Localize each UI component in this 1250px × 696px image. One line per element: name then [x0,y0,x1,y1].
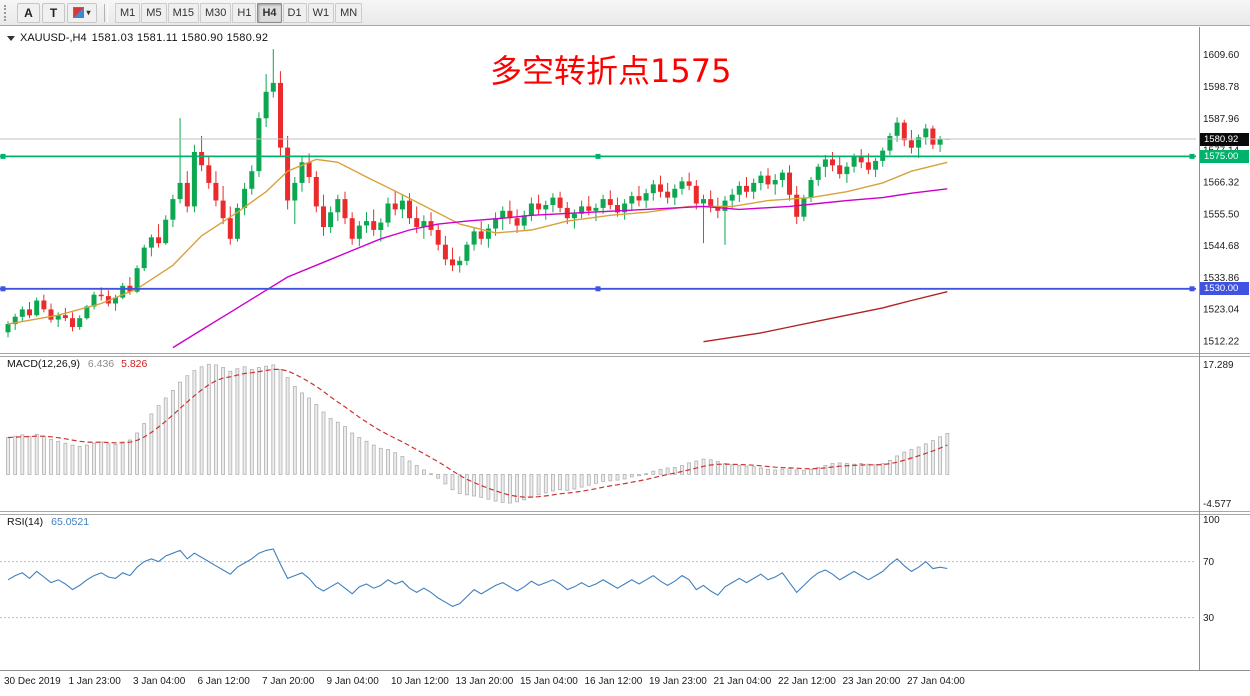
macd-signal-line [7,368,948,498]
time-axis-label: 23 Jan 20:00 [843,676,901,687]
ma-mid-line [172,188,948,349]
price-axis-label: 1523.04 [1203,305,1240,316]
text-tool-button[interactable]: A [17,2,40,23]
price-axis-label: 1544.68 [1203,241,1240,252]
toolbar: A T ▾ M1 M5 M15 M30 H1 H4 D1 W1 MN [0,0,1250,26]
timeframe-button-d1[interactable]: D1 [282,2,307,23]
symbol-dropdown-icon[interactable] [7,35,15,41]
crosshair-tool-button[interactable]: T [42,2,65,23]
toolbar-grip-handle[interactable] [4,4,11,21]
ohlc-values: 1581.03 1581.11 1580.90 1580.92 [91,32,269,44]
price-axis-label: 1512.22 [1203,337,1240,348]
timeframe-button-mn[interactable]: MN [335,2,363,23]
drawing-tool-icon [73,7,85,18]
ma-fast-line [7,158,948,325]
line-handle[interactable] [595,286,601,292]
line-handle[interactable] [0,286,6,292]
macd-signal-value: 5.826 [121,358,148,370]
macd-main-value: 6.436 [87,358,115,370]
time-axis-label: 15 Jan 04:00 [520,676,578,687]
time-axis-label: 13 Jan 20:00 [456,676,514,687]
time-axis-label: 10 Jan 12:00 [391,676,449,687]
time-axis-label: 6 Jan 12:00 [198,676,251,687]
macd-histogram [6,363,950,504]
current-price-tag: 1580.92 [1200,133,1249,146]
rsi-axis-label: 30 [1203,613,1215,624]
time-axis-label: 19 Jan 23:00 [649,676,707,687]
toolbar-separator [104,3,108,22]
macd-indicator-label: MACD(12,26,9) 6.436 5.826 [7,358,147,370]
rsi-indicator-label: RSI(14) 65.0521 [7,516,89,528]
rsi-value: 65.0521 [51,516,90,528]
time-axis-label: 9 Jan 04:00 [327,676,380,687]
time-axis-label: 27 Jan 04:00 [907,676,965,687]
timeframe-button-m15[interactable]: M15 [167,2,199,23]
price-axis-label: 1609.60 [1203,50,1240,61]
symbol-period-label: XAUUSD-,H4 [20,32,87,44]
timeframe-button-h1[interactable]: H1 [232,2,257,23]
rsi-label-name: RSI(14) [7,516,44,528]
rsi-line [7,548,948,608]
timeframe-button-m5[interactable]: M5 [141,2,167,23]
price-scale-area[interactable] [1200,27,1250,670]
ma-slow-line [703,291,948,343]
time-axis-label: 22 Jan 12:00 [778,676,836,687]
line-handle[interactable] [595,153,601,159]
candlestick-series [5,49,950,338]
timeframe-button-w1[interactable]: W1 [307,2,335,23]
time-axis-label: 1 Jan 23:00 [69,676,122,687]
macd-axis-label: 17.289 [1203,360,1234,371]
rsi-axis-label: 70 [1203,557,1215,568]
timeframe-button-m1[interactable]: M1 [115,2,141,23]
time-axis-label: 30 Dec 2019 [4,676,61,687]
line-handle[interactable] [1189,286,1195,292]
price-axis-label: 1598.78 [1203,82,1240,93]
price-axis-label: 1566.32 [1203,178,1240,189]
chevron-down-icon: ▾ [86,8,91,17]
price-axis-label: 1533.86 [1203,273,1240,284]
rsi-axis-label: 100 [1203,515,1220,526]
time-axis-label: 16 Jan 12:00 [585,676,643,687]
line-handle[interactable] [0,153,6,159]
timeframe-button-h4[interactable]: H4 [257,2,282,23]
chart-title: XAUUSD-,H4 1581.03 1581.11 1580.90 1580.… [7,32,268,44]
time-axis-label: 21 Jan 04:00 [714,676,772,687]
drawing-tools-dropdown-button[interactable]: ▾ [67,2,97,23]
resistance-price-tag[interactable]: 1575.00 [1200,150,1249,163]
annotation-text[interactable]: 多空转折点1575 [490,52,732,90]
macd-label-name: MACD(12,26,9) [7,358,80,370]
macd-axis-label: -4.577 [1203,499,1232,510]
time-axis-label: 7 Jan 20:00 [262,676,315,687]
line-handle[interactable] [1189,153,1195,159]
time-scale-area[interactable] [0,671,1250,696]
timeframe-button-m30[interactable]: M30 [199,2,232,23]
time-axis-label: 3 Jan 04:00 [133,676,186,687]
timeframe-button-group: M1 M5 M15 M30 H1 H4 D1 W1 MN [115,2,363,23]
support-price-tag[interactable]: 1530.00 [1200,282,1249,295]
price-axis-label: 1555.50 [1203,209,1240,220]
price-axis-label: 1587.96 [1203,114,1240,125]
